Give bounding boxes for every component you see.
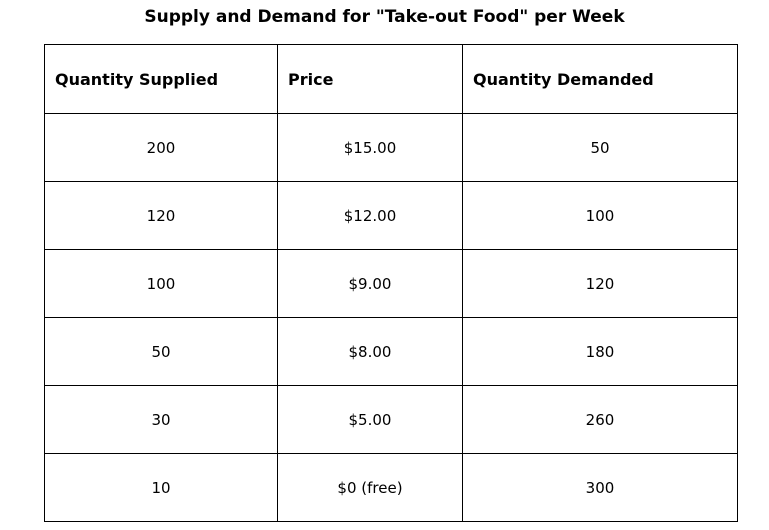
cell-quantity-supplied: 200	[44, 113, 278, 182]
cell-quantity-demanded: 100	[462, 181, 738, 250]
supply-demand-table: Quantity Supplied Price Quantity Demande…	[44, 44, 738, 522]
cell-price: $0 (free)	[277, 453, 463, 522]
table-row: 30 $5.00 260	[44, 385, 738, 454]
cell-quantity-demanded: 260	[462, 385, 738, 454]
cell-quantity-demanded: 180	[462, 317, 738, 386]
col-header-quantity-demanded: Quantity Demanded	[462, 44, 738, 114]
cell-quantity-supplied: 120	[44, 181, 278, 250]
cell-price: $15.00	[277, 113, 463, 182]
cell-price: $9.00	[277, 249, 463, 318]
table-row: 50 $8.00 180	[44, 317, 738, 386]
cell-quantity-supplied: 10	[44, 453, 278, 522]
col-header-quantity-supplied: Quantity Supplied	[44, 44, 278, 114]
cell-quantity-demanded: 120	[462, 249, 738, 318]
cell-quantity-supplied: 30	[44, 385, 278, 454]
table-row: 10 $0 (free) 300	[44, 453, 738, 522]
cell-quantity-demanded: 50	[462, 113, 738, 182]
col-header-price: Price	[277, 44, 463, 114]
cell-price: $8.00	[277, 317, 463, 386]
table-row: 200 $15.00 50	[44, 113, 738, 182]
cell-quantity-supplied: 50	[44, 317, 278, 386]
cell-price: $12.00	[277, 181, 463, 250]
table-row: 120 $12.00 100	[44, 181, 738, 250]
cell-quantity-demanded: 300	[462, 453, 738, 522]
table-row: 100 $9.00 120	[44, 249, 738, 318]
page-title: Supply and Demand for "Take-out Food" pe…	[144, 7, 625, 27]
cell-price: $5.00	[277, 385, 463, 454]
cell-quantity-supplied: 100	[44, 249, 278, 318]
table-header-row: Quantity Supplied Price Quantity Demande…	[44, 44, 738, 114]
